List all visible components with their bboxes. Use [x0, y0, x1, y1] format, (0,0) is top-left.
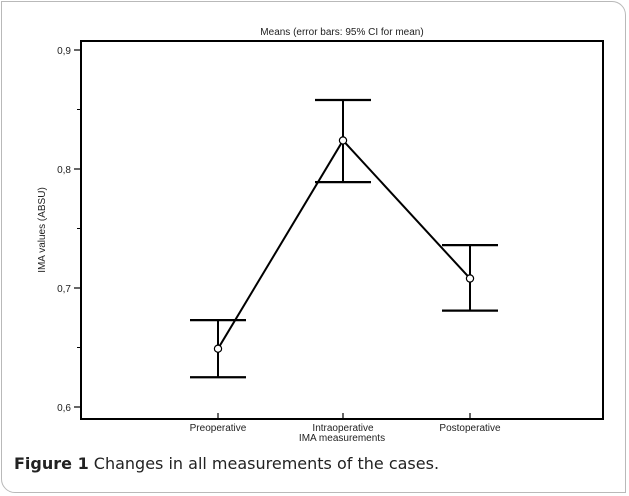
data-point — [338, 136, 348, 145]
data-point — [213, 344, 223, 353]
y-axis: 0,6 0,7 0,8 0,9 — [57, 46, 81, 414]
caption-text: Changes in all measurements of the cases… — [93, 454, 440, 473]
x-axis: Preoperative Intraoperative Postoperative — [190, 413, 501, 434]
y-tick-label: 0,7 — [57, 284, 71, 295]
x-tick-label: Preoperative — [190, 423, 247, 434]
x-tick-label: Postoperative — [439, 423, 501, 434]
plot-area — [80, 40, 604, 420]
series-layer — [190, 98, 498, 379]
data-point — [465, 274, 475, 283]
y-tick-label: 0,9 — [57, 46, 71, 57]
x-tick-label: Intraoperative — [312, 423, 374, 434]
x-axis-label: IMA measurements — [299, 433, 385, 444]
y-tick-label: 0,6 — [57, 403, 71, 414]
figure-caption: Figure 1 Changes in all measurements of … — [14, 454, 614, 473]
caption-label: Figure 1 — [14, 454, 89, 473]
chart: Means (error bars: 95% CI for mean) 0,60… — [37, 27, 604, 444]
y-axis-label: IMA values (ABSU) — [37, 187, 48, 273]
y-tick-label: 0,8 — [57, 165, 71, 176]
chart-title: Means (error bars: 95% CI for mean) — [260, 27, 423, 38]
